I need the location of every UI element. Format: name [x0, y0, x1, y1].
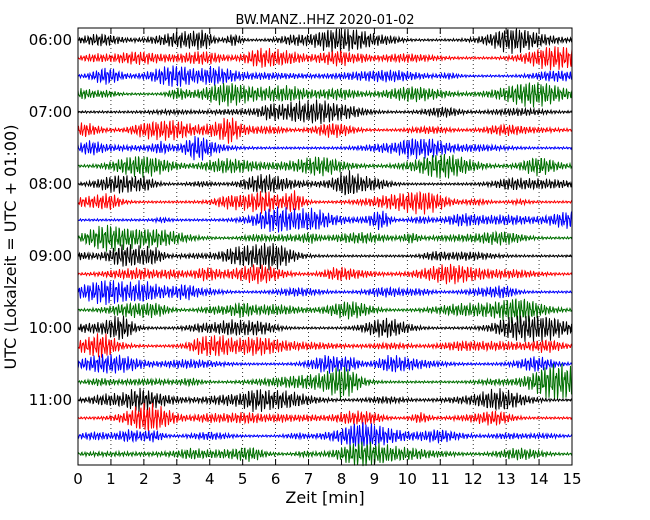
trace-3: [77, 65, 573, 87]
seismic-traces: [77, 28, 573, 467]
trace-5: [77, 99, 573, 125]
trace-22: [77, 402, 573, 432]
y-tick-label-0: 06:00: [29, 31, 72, 49]
trace-4: [77, 82, 573, 108]
y-tick-label-1: 07:00: [29, 103, 72, 121]
trace-6: [77, 117, 573, 144]
trace-23: [77, 422, 573, 452]
y-axis-ticks: 06:00 07:00 08:00 09:00 10:00 11:00: [29, 31, 572, 409]
trace-18: [77, 333, 573, 358]
trace-11: [77, 206, 573, 233]
trace-8: [77, 153, 573, 179]
trace-13: [77, 243, 573, 271]
x-tick-label-3: 3: [172, 470, 182, 488]
y-tick-label-3: 09:00: [29, 247, 72, 265]
x-tick-label-11: 11: [431, 470, 450, 488]
trace-15: [77, 280, 573, 306]
trace-17: [77, 315, 573, 343]
x-tick-label-7: 7: [304, 470, 314, 488]
x-tick-label-9: 9: [370, 470, 380, 488]
y-axis-label: UTC (Lokalzeit = UTC + 01:00): [1, 125, 20, 370]
trace-16: [78, 298, 573, 324]
x-tick-label-10: 10: [398, 470, 417, 488]
x-tick-label-4: 4: [205, 470, 215, 488]
x-tick-label-13: 13: [497, 470, 516, 488]
x-tick-label-2: 2: [139, 470, 149, 488]
trace-14: [77, 263, 573, 285]
x-tick-label-15: 15: [562, 470, 581, 488]
x-tick-label-8: 8: [337, 470, 347, 488]
y-tick-label-4: 10:00: [29, 319, 72, 337]
y-tick-label-5: 11:00: [29, 391, 72, 409]
x-tick-label-1: 1: [106, 470, 116, 488]
x-axis-label: Zeit [min]: [285, 488, 364, 507]
trace-7: [77, 136, 573, 161]
x-tick-label-14: 14: [530, 470, 549, 488]
trace-12: [77, 224, 573, 252]
plot-frame: [77, 27, 573, 466]
trace-2: [77, 46, 573, 71]
chart-title: BW.MANZ..HHZ 2020-01-02: [235, 13, 414, 28]
trace-9: [77, 170, 573, 196]
trace-21: [77, 387, 573, 413]
trace-20: [77, 363, 573, 400]
x-tick-label-5: 5: [238, 470, 248, 488]
x-tick-label-6: 6: [271, 470, 281, 488]
trace-10: [77, 190, 573, 215]
x-tick-label-12: 12: [464, 470, 483, 488]
trace-1: [77, 28, 573, 54]
trace-19: [77, 354, 573, 374]
x-tick-label-0: 0: [73, 470, 83, 488]
y-tick-label-2: 08:00: [29, 175, 72, 193]
trace-24: [77, 441, 573, 467]
x-axis-ticks: 0 1 2 3 4 5 6 7 8 9 10 11 12 13 14 15: [73, 28, 582, 488]
